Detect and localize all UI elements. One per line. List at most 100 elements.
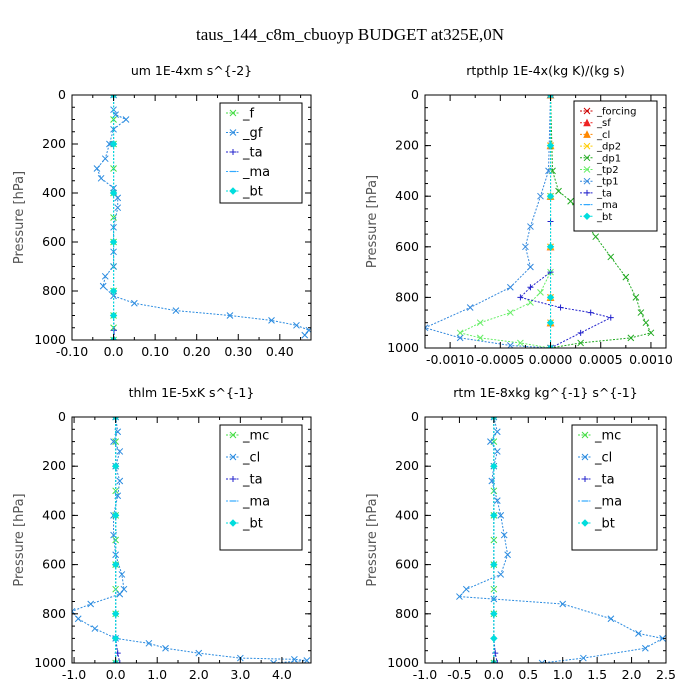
panel-4: rtm 1E-8xkg kg^{-1} s^{-1} Pressure [hPa]… — [365, 385, 676, 682]
y-tick-label: 0 — [58, 87, 66, 102]
data-point — [642, 319, 650, 327]
data-point — [99, 282, 107, 290]
legend-label: _gf — [242, 126, 263, 141]
data-point — [537, 192, 544, 200]
x-tick-label: 0.0000 — [529, 352, 573, 367]
legend-swatch-marker — [229, 431, 237, 439]
legend-entry_ta: _ta — [578, 473, 615, 488]
data-point — [607, 253, 615, 261]
legend-swatch-marker — [581, 519, 589, 527]
legend-swatch-marker — [583, 212, 591, 221]
series-line — [458, 95, 552, 348]
panel-3: thlm 1E-5xK s^{-1} Pressure [hPa] 0 200 400 6… — [12, 385, 312, 682]
x-tick-label: -1.0 — [413, 667, 437, 682]
x-tick-label: 0.10 — [141, 344, 169, 359]
legend-entry_ta: _ta — [226, 473, 263, 488]
data-point — [546, 141, 555, 150]
legend-label: _ta — [242, 473, 263, 488]
data-point — [114, 204, 122, 212]
legend-entry_cl: _cl — [578, 451, 612, 466]
series_tp1 — [425, 95, 554, 348]
series-group — [72, 417, 311, 663]
data-point — [109, 287, 118, 295]
x-tick-label: 0.20 — [183, 344, 211, 359]
data-point — [546, 293, 555, 302]
y-tick-label: 400 — [42, 185, 66, 200]
data-point — [546, 243, 555, 251]
data-point — [109, 311, 118, 320]
series-group — [456, 417, 666, 663]
legend-swatch-marker — [582, 476, 588, 482]
data-point — [497, 512, 505, 519]
legend-entry_tp2: _tp2 — [580, 165, 619, 176]
y-tick-label: 600 — [42, 557, 66, 572]
data-point — [490, 511, 498, 520]
data-point — [456, 329, 464, 337]
data-point — [547, 95, 554, 99]
data-point — [301, 331, 309, 339]
legend-swatch-marker — [229, 453, 237, 461]
data-point — [493, 448, 501, 455]
data-point — [425, 324, 429, 332]
data-point — [537, 288, 544, 296]
legend-entry_mc: _mc — [226, 429, 269, 444]
legend-entry_ma: _ma — [578, 495, 622, 510]
data-point — [293, 321, 300, 329]
x-tick-label: -0.0005 — [476, 352, 524, 367]
legend-entry_cl: _cl — [580, 130, 610, 141]
x-tick-label: 1.5 — [587, 667, 607, 682]
data-point — [559, 600, 567, 608]
data-point — [507, 342, 514, 348]
legend-entry_bt: _bt — [578, 517, 615, 532]
data-point — [490, 659, 498, 663]
data-point — [112, 659, 119, 663]
data-point — [87, 600, 95, 608]
x-tick-label: 4.0 — [272, 667, 292, 682]
legend-label: _ta — [596, 188, 612, 199]
data-point — [635, 630, 642, 637]
x-tick-label: -0.10 — [56, 344, 88, 359]
x-tick-label: 0.0 — [106, 667, 126, 682]
data-point — [476, 319, 484, 327]
legend-label: _tp1 — [596, 177, 619, 188]
x-tick-label: 1.0 — [553, 667, 573, 682]
legend-swatch-marker — [583, 130, 591, 138]
y-tick-label: 1000 — [387, 340, 419, 355]
x-tick-label: -0.5 — [447, 667, 471, 682]
data-point — [118, 571, 126, 578]
y-tick-label: 600 — [42, 234, 66, 249]
y-tick-label: 600 — [395, 557, 419, 572]
legend-swatch-marker — [583, 107, 591, 115]
data-point — [580, 654, 587, 662]
series_bt — [490, 417, 498, 663]
data-point — [490, 634, 498, 643]
data-point — [112, 417, 119, 421]
legend-swatch-marker — [583, 118, 591, 127]
data-point — [555, 187, 562, 195]
legend-label: _ta — [594, 473, 615, 488]
series_ta — [490, 417, 501, 663]
data-point — [659, 635, 666, 642]
y-axis-label: Pressure [hPa] — [12, 493, 27, 586]
data-point — [641, 644, 649, 652]
data-point — [547, 344, 554, 348]
panel-2: rtpthlp 1E-4x(kg K)/(kg s) Pressure [hPa]… — [365, 63, 673, 367]
x-tick-label: -0.0010 — [426, 352, 474, 367]
data-point — [637, 309, 645, 316]
legend-swatch-marker — [583, 177, 591, 185]
y-tick-label: 800 — [395, 606, 419, 621]
data-point — [492, 650, 499, 657]
data-point — [195, 649, 203, 657]
data-point — [517, 294, 524, 301]
data-point — [527, 223, 534, 230]
legend-label: _dp1 — [596, 153, 621, 164]
data-point — [527, 284, 534, 291]
legend-entry_ta: _ta — [226, 146, 263, 161]
legend-entry_tp1: _tp1 — [580, 177, 619, 188]
data-point — [93, 165, 101, 172]
data-point — [490, 462, 498, 470]
data-point — [527, 263, 534, 271]
data-point — [500, 531, 508, 539]
data-point — [546, 192, 555, 200]
x-tick-label: 0.40 — [266, 344, 294, 359]
